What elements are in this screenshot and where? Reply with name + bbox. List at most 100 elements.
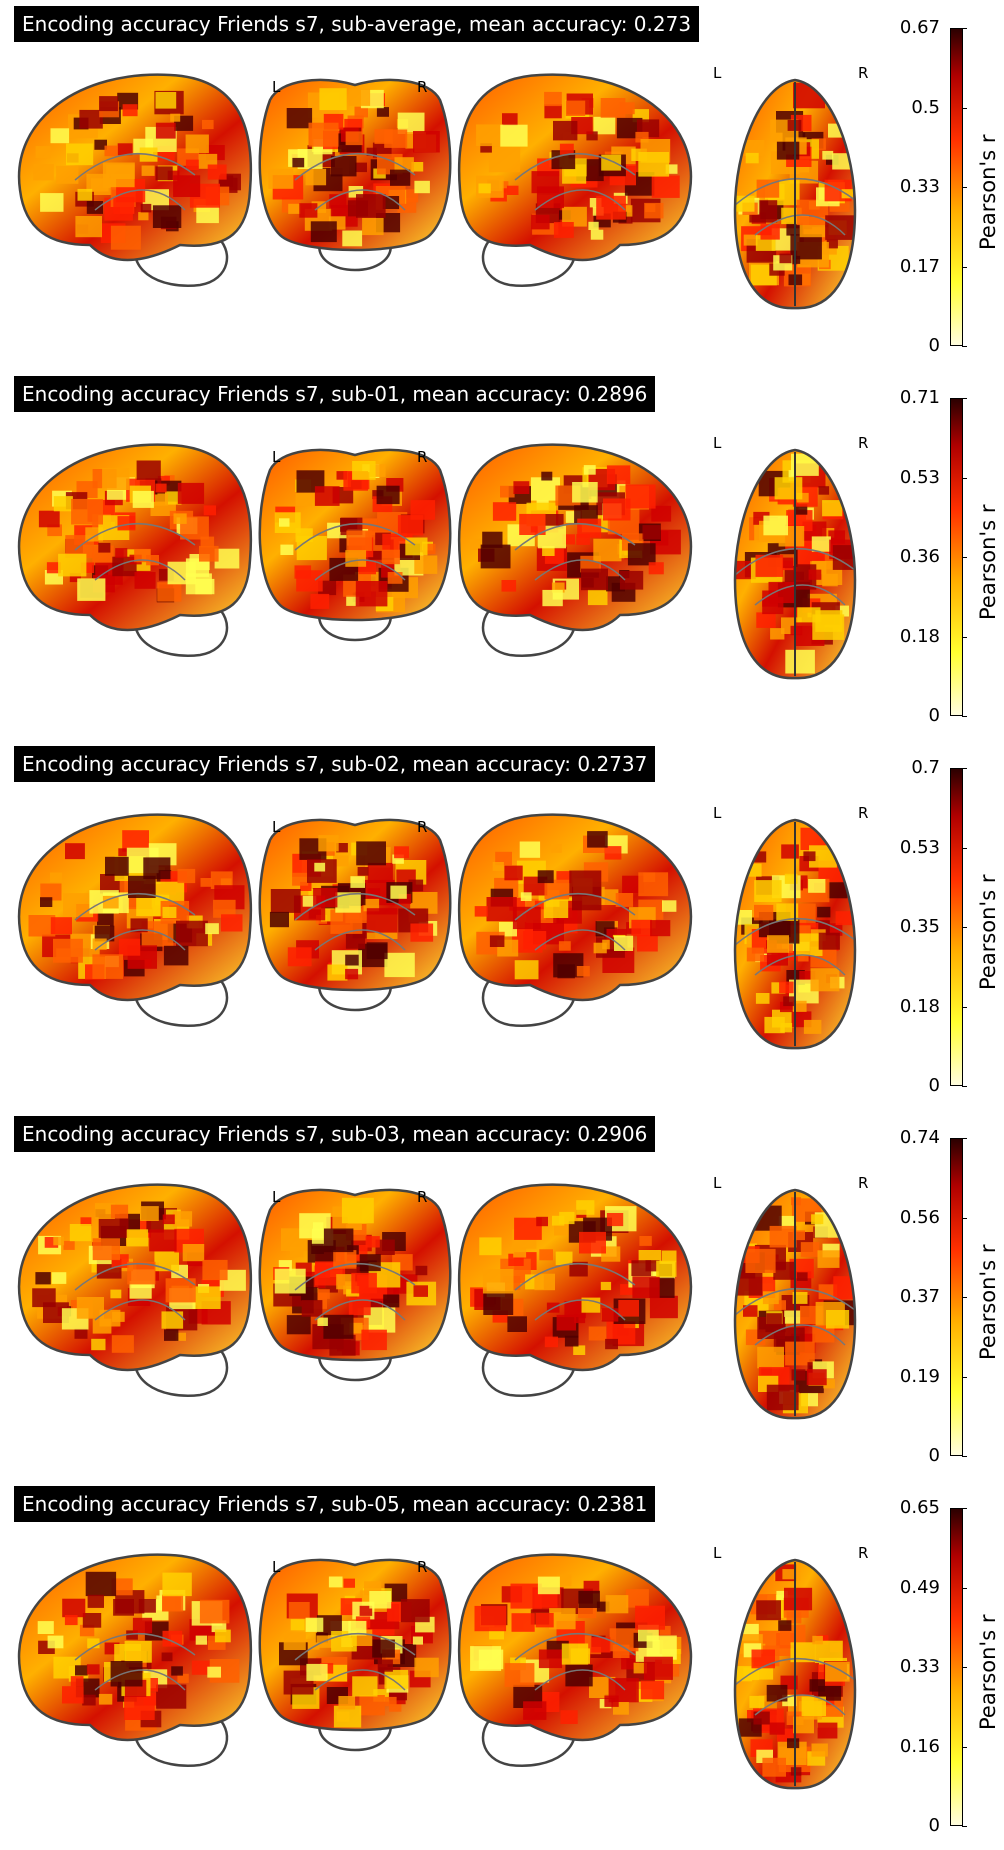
- left-sagittal-view: [17, 443, 253, 657]
- right-hemisphere-label: R: [417, 1558, 427, 1576]
- colorbar-tick-label: 0.17: [899, 255, 940, 277]
- brain-panel: Encoding accuracy Friends s7, sub-05, me…: [0, 1480, 1004, 1850]
- panel-title: Encoding accuracy Friends s7, sub-01, me…: [14, 376, 656, 412]
- colorbar-tick: [962, 266, 967, 268]
- colorbar-tick-label: 0.33: [899, 1656, 940, 1677]
- left-sagittal-view: [17, 1183, 253, 1397]
- colorbar-tick: [962, 477, 967, 479]
- right-sagittal-view: [457, 813, 693, 1027]
- panel-title: Encoding accuracy Friends s7, sub-03, me…: [14, 1116, 656, 1152]
- colorbar-tick-label: 0: [928, 705, 940, 726]
- axial-view: [733, 1558, 857, 1790]
- brain-panel: Encoding accuracy Friends s7, sub-01, me…: [0, 370, 1004, 740]
- colorbar-tick: [962, 1217, 967, 1219]
- colorbar-tick: [962, 1826, 967, 1827]
- colorbar-label: Pearson's r: [976, 134, 1000, 250]
- right-hemisphere-label: R: [417, 78, 427, 96]
- colorbar-tick-label: 0: [928, 1815, 940, 1836]
- right-sagittal-view: [457, 73, 693, 287]
- left-sagittal-view: [17, 73, 253, 287]
- colorbar-tick-label: 0.37: [899, 1286, 940, 1307]
- left-sagittal-view: [17, 1553, 253, 1767]
- colorbar-tick: [962, 187, 967, 188]
- colorbar-tick-label: 0.7: [911, 757, 940, 778]
- left-hemisphere-label: L: [272, 1558, 281, 1576]
- colorbar-tick-label: 0.35: [899, 916, 940, 937]
- right-sagittal-view: [457, 443, 693, 657]
- colorbar-label: Pearson's r: [976, 874, 1000, 990]
- colorbar-tick: [962, 557, 967, 558]
- left-hemisphere-label: L: [713, 1544, 722, 1562]
- brain-panel: Encoding accuracy Friends s7, sub-averag…: [0, 0, 1004, 370]
- left-hemisphere-label: L: [713, 804, 722, 822]
- colorbar-tick: [962, 1006, 967, 1008]
- right-hemisphere-label: R: [858, 1544, 868, 1562]
- colorbar-tick: [962, 716, 967, 717]
- colorbar-tick: [962, 1587, 967, 1589]
- colorbar-tick-label: 0.53: [899, 466, 940, 488]
- coronal-view: [258, 78, 452, 272]
- colorbar-tick-label: 0.19: [899, 1365, 940, 1387]
- colorbar-tick: [962, 1456, 967, 1457]
- axial-view: [733, 818, 857, 1050]
- left-hemisphere-label: L: [713, 64, 722, 82]
- colorbar-tick-label: 0.53: [899, 836, 940, 858]
- brain-panel: Encoding accuracy Friends s7, sub-02, me…: [0, 740, 1004, 1110]
- colorbar-tick: [962, 346, 967, 347]
- colorbar-tick: [962, 847, 967, 849]
- axial-view: [733, 78, 857, 310]
- panel-title: Encoding accuracy Friends s7, sub-averag…: [14, 6, 700, 42]
- colorbar-tick: [962, 1667, 967, 1668]
- coronal-view: [258, 1188, 452, 1382]
- coronal-view: [258, 448, 452, 642]
- right-hemisphere-label: R: [417, 1188, 427, 1206]
- colorbar-tick: [962, 1297, 967, 1298]
- brain-views: L RL R: [17, 64, 868, 310]
- panel-title: Encoding accuracy Friends s7, sub-02, me…: [14, 746, 656, 782]
- colorbar-label: Pearson's r: [976, 504, 1000, 620]
- colorbar-tick-label: 0.5: [911, 96, 940, 118]
- colorbar-tick-label: 0.65: [899, 1497, 940, 1518]
- colorbar-tick: [962, 398, 967, 399]
- left-hemisphere-label: L: [713, 1174, 722, 1192]
- colorbar-tick-label: 0.16: [899, 1735, 940, 1757]
- colorbar-tick: [962, 927, 967, 928]
- colorbar-tick-label: 0: [928, 1445, 940, 1466]
- axial-view: [733, 1188, 857, 1420]
- colorbar-tick: [962, 1376, 967, 1378]
- colorbar-tick: [962, 107, 967, 109]
- colorbar-label: Pearson's r: [976, 1244, 1000, 1360]
- colorbar-tick: [962, 1746, 967, 1748]
- colorbar-tick-label: 0.36: [899, 546, 940, 567]
- colorbar-tick-label: 0.49: [899, 1576, 940, 1598]
- brain-views: L RL R: [17, 434, 868, 680]
- axial-view: [733, 448, 857, 680]
- colorbar-tick-label: 0: [928, 335, 940, 356]
- colorbar-tick: [962, 768, 967, 769]
- left-hemisphere-label: L: [272, 448, 281, 466]
- colorbar-label: Pearson's r: [976, 1614, 1000, 1730]
- colorbar-tick: [962, 28, 967, 29]
- right-hemisphere-label: R: [858, 434, 868, 452]
- colorbar-tick: [962, 1508, 967, 1509]
- brain-views: L RL R: [17, 804, 868, 1050]
- left-hemisphere-label: L: [272, 1188, 281, 1206]
- brain-views: L RL R: [17, 1174, 868, 1420]
- right-hemisphere-label: R: [858, 1174, 868, 1192]
- left-sagittal-view: [17, 813, 253, 1027]
- colorbar-tick-label: 0.71: [899, 387, 940, 408]
- colorbar-tick-label: 0.67: [899, 17, 940, 38]
- right-hemisphere-label: R: [858, 804, 868, 822]
- colorbar-tick-label: 0.56: [899, 1206, 940, 1228]
- right-hemisphere-label: R: [417, 448, 427, 466]
- coronal-view: [258, 818, 452, 1012]
- colorbar-tick-label: 0: [928, 1075, 940, 1096]
- right-sagittal-view: [457, 1183, 693, 1397]
- colorbar-tick: [962, 1138, 967, 1139]
- colorbar-tick: [962, 636, 967, 638]
- brain-views: L RL R: [17, 1544, 868, 1790]
- left-hemisphere-label: L: [713, 434, 722, 452]
- colorbar-tick-label: 0.33: [899, 176, 940, 197]
- colorbar-tick-label: 0.74: [899, 1127, 940, 1148]
- colorbar-tick: [962, 1086, 967, 1087]
